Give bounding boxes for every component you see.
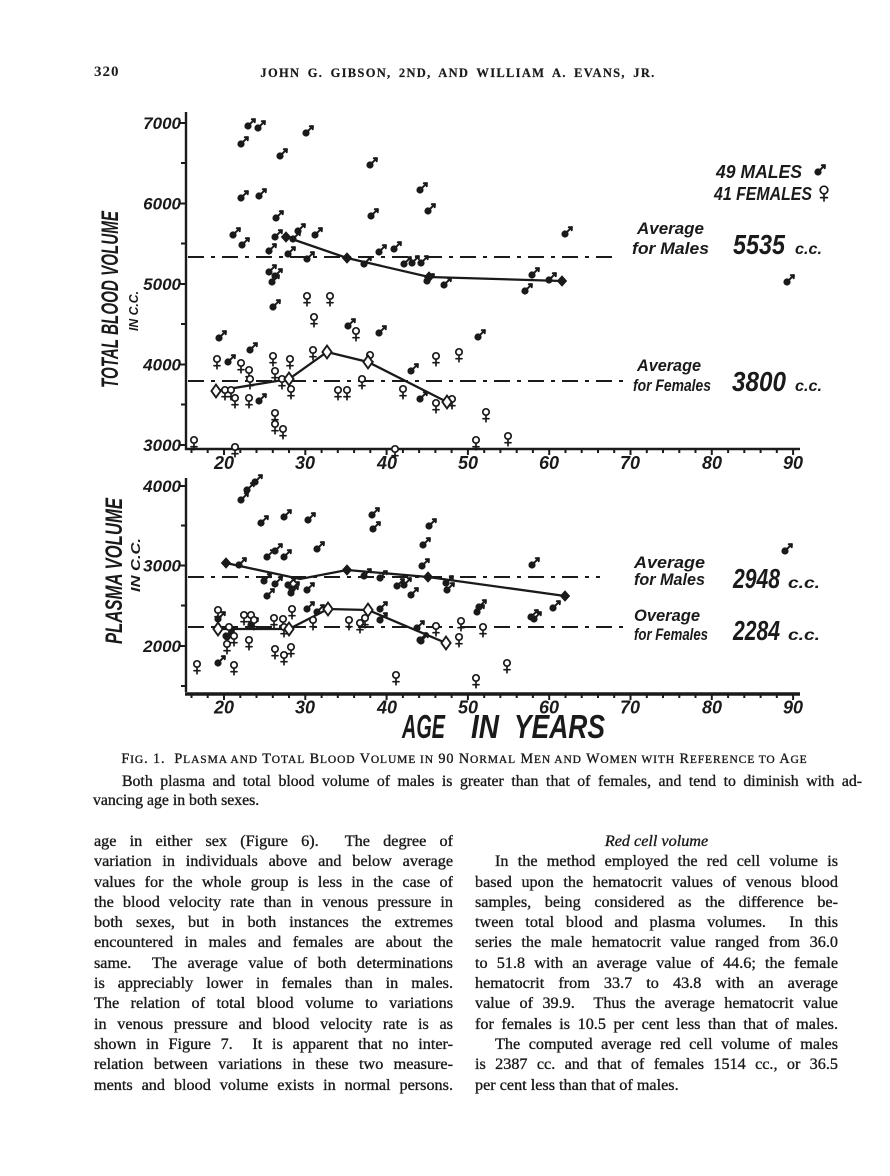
svg-text:Average: Average: [636, 219, 704, 238]
svg-text:PLASMA VOLUME: PLASMA VOLUME: [101, 497, 128, 644]
svg-text:c.c.: c.c.: [788, 627, 820, 644]
svg-text:60: 60: [539, 453, 559, 473]
svg-text:20: 20: [213, 698, 234, 718]
svg-text:3000: 3000: [143, 557, 181, 576]
svg-text:41 FEMALES: 41 FEMALES: [713, 184, 812, 204]
svg-text:3800: 3800: [732, 366, 786, 397]
svg-text:3000: 3000: [143, 436, 181, 455]
svg-text:Overage: Overage: [634, 606, 700, 625]
svg-text:2284: 2284: [732, 615, 780, 646]
svg-text:2000: 2000: [142, 637, 181, 656]
svg-text:5000: 5000: [143, 275, 181, 294]
svg-text:AGE: AGE: [401, 708, 445, 745]
svg-text:70: 70: [620, 453, 640, 473]
svg-text:Average: Average: [633, 553, 705, 572]
svg-text:Average: Average: [636, 356, 701, 375]
svg-text:20: 20: [213, 453, 234, 473]
svg-text:IN: IN: [471, 708, 500, 745]
svg-text:70: 70: [620, 698, 640, 718]
svg-text:50: 50: [458, 453, 478, 473]
svg-text:60: 60: [539, 698, 559, 718]
svg-text:7000: 7000: [143, 114, 181, 133]
svg-text:5535: 5535: [733, 229, 785, 260]
svg-text:90: 90: [783, 453, 803, 473]
svg-text:for Females: for Females: [633, 376, 711, 395]
svg-text:c.c.: c.c.: [795, 378, 822, 395]
svg-text:80: 80: [702, 698, 722, 718]
svg-text:for Females: for Females: [634, 625, 708, 644]
svg-text:for Males: for Males: [632, 239, 709, 258]
svg-text:c.c.: c.c.: [788, 575, 820, 592]
svg-text:80: 80: [702, 453, 722, 473]
svg-text:for Males: for Males: [634, 570, 705, 589]
svg-text:4000: 4000: [142, 477, 181, 496]
svg-text:90: 90: [783, 698, 803, 718]
svg-text:YEARS: YEARS: [514, 708, 605, 745]
svg-text:30: 30: [295, 698, 315, 718]
svg-text:6000: 6000: [143, 195, 181, 214]
svg-text:IN C.C.: IN C.C.: [128, 538, 143, 592]
svg-text:40: 40: [376, 698, 397, 718]
svg-text:2948: 2948: [732, 563, 780, 594]
svg-text:49 MALES: 49 MALES: [715, 162, 802, 182]
svg-text:TOTAL BLOOD VOLUME: TOTAL BLOOD VOLUME: [97, 210, 124, 388]
svg-text:40: 40: [376, 453, 397, 473]
svg-text:IN C.C.: IN C.C.: [126, 291, 141, 331]
svg-text:50: 50: [458, 698, 478, 718]
svg-text:4000: 4000: [142, 356, 181, 375]
svg-text:30: 30: [295, 453, 315, 473]
svg-text:c.c.: c.c.: [795, 241, 822, 258]
